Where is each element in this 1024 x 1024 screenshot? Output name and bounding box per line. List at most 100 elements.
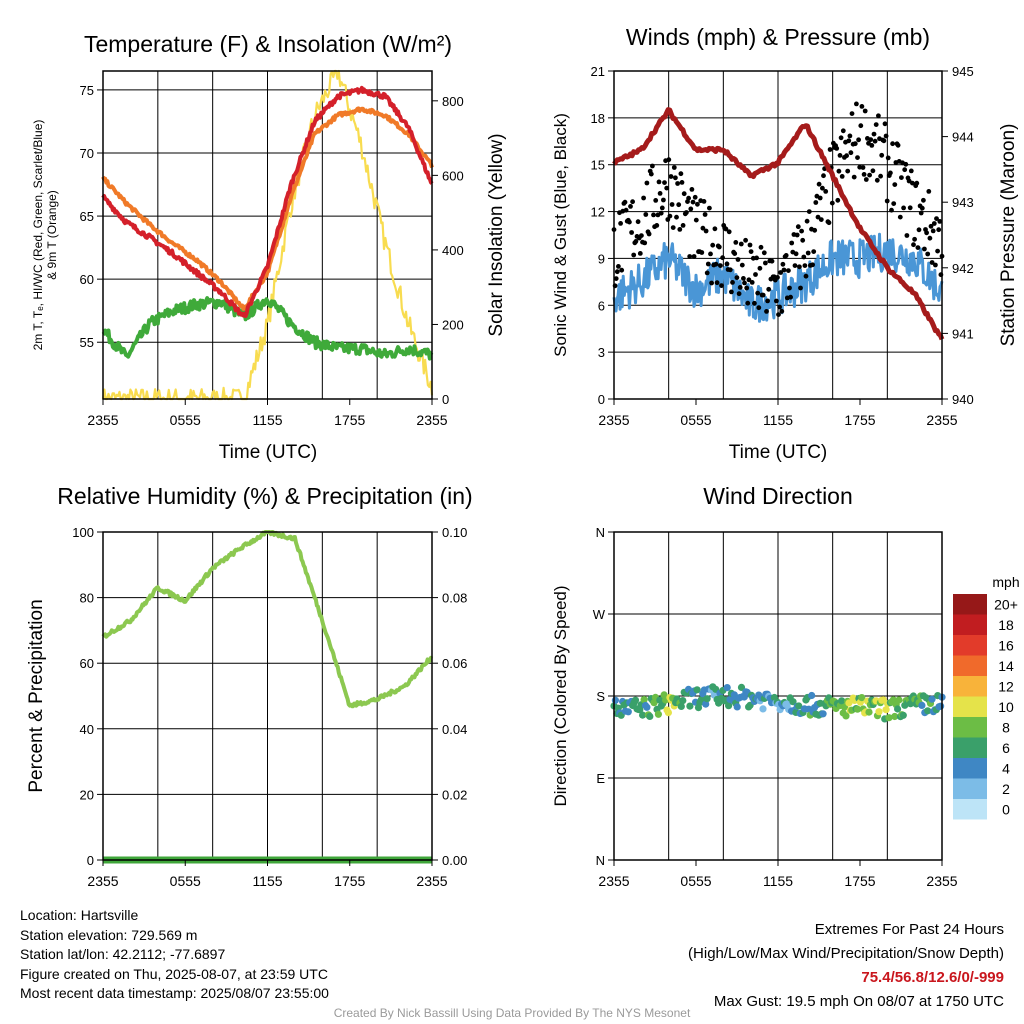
- right-tick-label: 942: [952, 261, 974, 276]
- gust-point: [867, 172, 872, 178]
- direction-point: [631, 696, 640, 704]
- direction-point: [679, 697, 687, 705]
- gust-point: [787, 285, 792, 291]
- gust-point: [899, 175, 904, 181]
- gust-point: [729, 289, 734, 295]
- gust-point: [695, 201, 700, 207]
- gust-point: [709, 280, 714, 286]
- gust-point: [659, 205, 665, 211]
- legend-label: 10: [998, 699, 1014, 715]
- direction-point: [783, 700, 791, 708]
- gust-point: [656, 179, 662, 185]
- gust-point: [716, 244, 722, 250]
- created-text: Figure created on Thu, 2025-08-07, at 23…: [20, 965, 328, 982]
- temperature-xlabel: Time (UTC): [219, 442, 318, 463]
- gust-point: [829, 200, 835, 206]
- direction-point: [686, 702, 694, 710]
- gust-point: [777, 304, 782, 310]
- gust-point: [915, 245, 921, 251]
- gust-point: [838, 135, 844, 141]
- right-tick-label: 0.04: [442, 722, 467, 737]
- gust-point: [889, 207, 894, 213]
- direction-point: [654, 710, 663, 718]
- gust-point: [862, 108, 868, 114]
- gust-point: [727, 267, 733, 273]
- gust-point: [802, 263, 808, 268]
- elevation-text: Station elevation: 729.569 m: [20, 926, 198, 943]
- winds-series: [611, 101, 945, 341]
- right-tick-label: 400: [442, 243, 464, 258]
- gust-point: [732, 251, 738, 256]
- gust-point: [778, 270, 784, 275]
- gust-point: [669, 202, 675, 207]
- gust-point: [705, 261, 711, 267]
- right-tick-label: 200: [442, 317, 464, 332]
- legend-label: 0: [1002, 801, 1010, 817]
- gust-point: [890, 141, 895, 147]
- gust-point: [888, 170, 893, 176]
- legend-swatch: [953, 696, 987, 717]
- gust-point: [635, 219, 641, 225]
- left-tick-label: 12: [591, 205, 605, 220]
- direction-point: [723, 684, 731, 692]
- gust-point: [749, 280, 755, 285]
- direction-point: [882, 706, 890, 714]
- x-tick-label: 1155: [763, 873, 793, 889]
- gust-point: [766, 286, 772, 292]
- gust-point: [693, 217, 699, 223]
- temp-9m-line: [101, 106, 434, 311]
- gust-point: [793, 251, 799, 257]
- gust-point: [674, 214, 679, 220]
- gust-point: [765, 298, 770, 304]
- gust-point: [676, 202, 682, 208]
- direction-point: [875, 708, 883, 716]
- temperature-ylabel-left-1: 2m T, Tₑ, HI/WC (Red, Green, Scarlet/Blu…: [31, 120, 45, 351]
- gust-point: [651, 212, 656, 218]
- gust-point: [670, 225, 676, 231]
- gust-point: [860, 165, 866, 170]
- gust-point: [925, 251, 931, 257]
- gust-point: [644, 180, 650, 186]
- gust-point: [855, 155, 860, 161]
- direction-point: [789, 698, 797, 706]
- gust-point: [668, 174, 674, 179]
- winds-right-ticks: 940 941 942 943 944 945: [942, 64, 974, 407]
- direction-point: [894, 705, 902, 713]
- x-tick-label: 2355: [87, 412, 118, 428]
- gust-point: [681, 191, 687, 197]
- gust-point: [806, 209, 812, 215]
- gust-point: [786, 268, 791, 273]
- gust-point: [897, 214, 903, 220]
- gust-point: [878, 173, 883, 179]
- legend-label: 16: [998, 637, 1014, 653]
- left-tick-label: S: [596, 689, 605, 704]
- gust-point: [646, 231, 652, 237]
- gust-point: [614, 269, 620, 275]
- gust-point: [730, 280, 735, 285]
- gust-point: [918, 210, 924, 216]
- direction-point: [885, 714, 893, 722]
- gust-point: [735, 257, 741, 262]
- left-tick-label: N: [596, 525, 605, 540]
- gust-point: [803, 273, 809, 279]
- gust-point: [871, 131, 877, 137]
- gust-point: [708, 251, 713, 257]
- direction-point: [639, 711, 647, 719]
- gust-point: [738, 241, 744, 247]
- temperature-title: Temperature (F) & Insolation (W/m²): [84, 31, 452, 57]
- temperature-ylabel-left-2: & 9m T (Orange): [45, 190, 59, 280]
- legend-swatch: [953, 799, 987, 820]
- gust-point: [752, 300, 757, 306]
- gust-point: [629, 230, 634, 235]
- gust-point: [882, 121, 888, 127]
- temperature-x-ticks: 2355 0555 1155 1755 2355: [87, 399, 448, 428]
- gust-point: [753, 272, 758, 277]
- gust-point: [690, 199, 696, 205]
- gust-point: [827, 147, 833, 152]
- right-tick-label: 945: [952, 64, 974, 79]
- gust-point: [684, 210, 689, 215]
- gust-point: [780, 261, 786, 267]
- x-tick-label: 0555: [170, 873, 201, 889]
- gust-point: [701, 199, 707, 204]
